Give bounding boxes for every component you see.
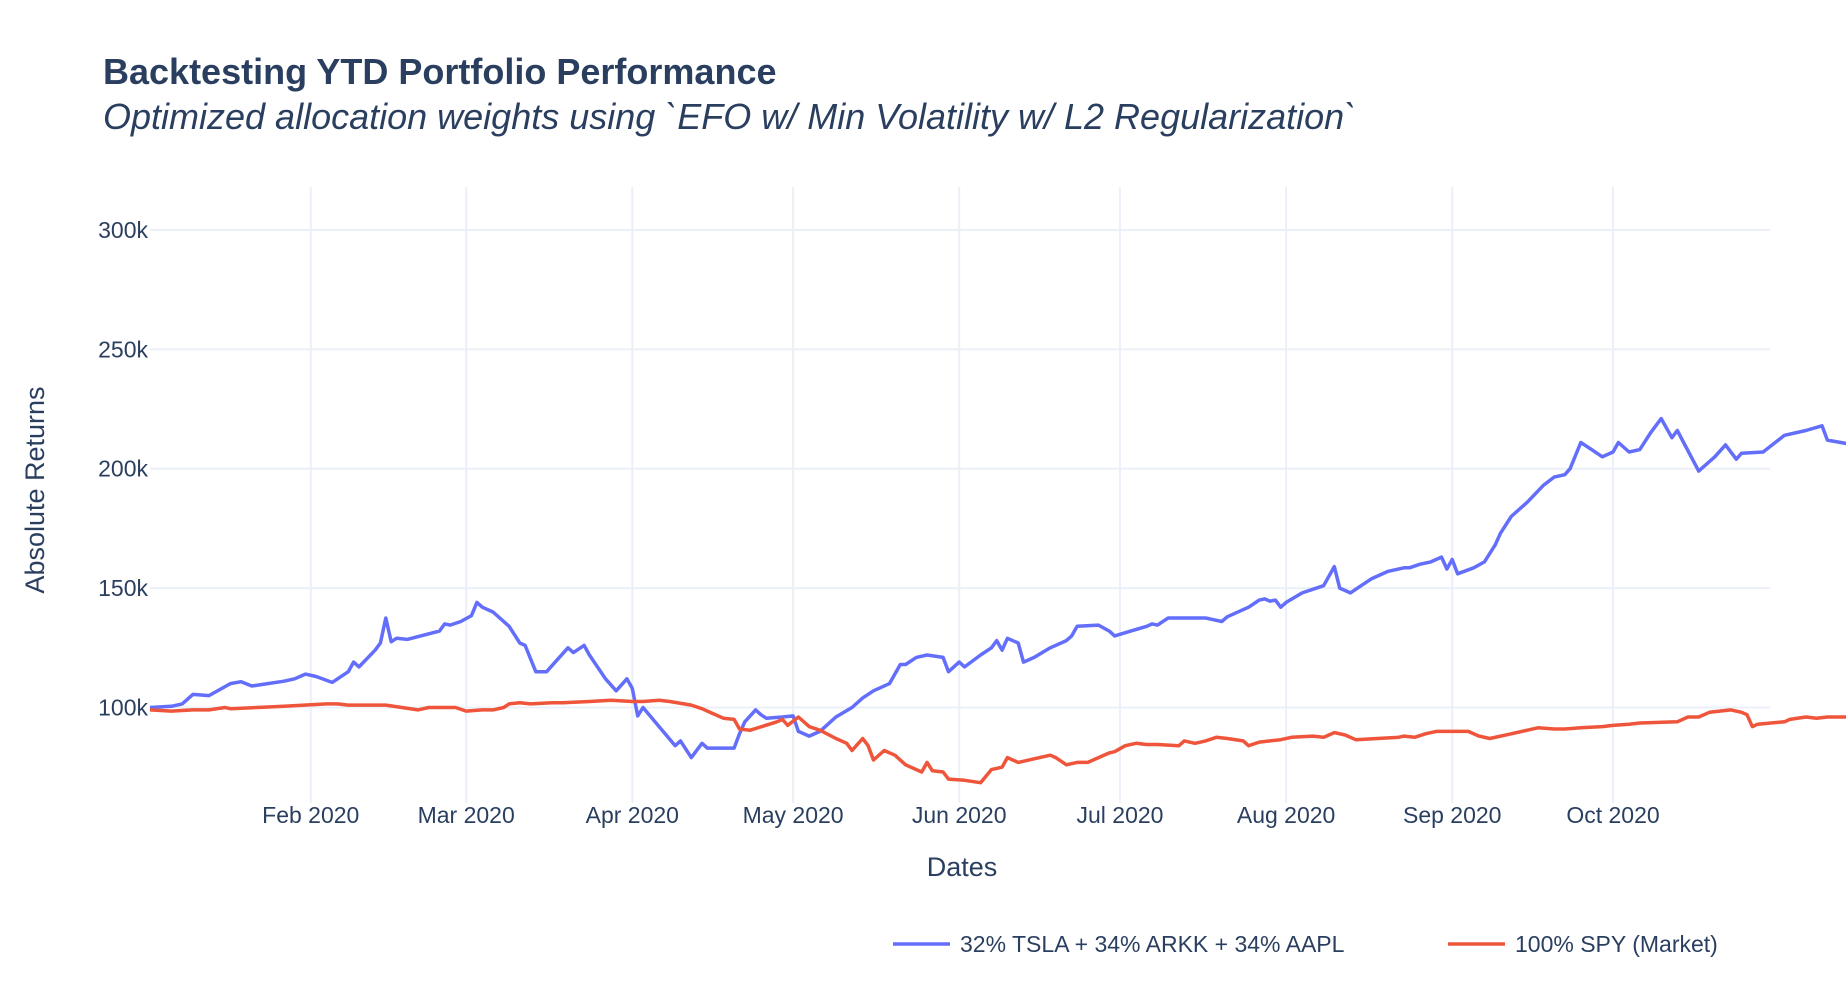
y-axis-ticks: 100k 150k 200k 250k 300k bbox=[98, 217, 148, 721]
series-lines bbox=[149, 416, 1846, 785]
x-tick-label: Jul 2020 bbox=[1076, 802, 1163, 828]
y-gridlines bbox=[150, 228, 1770, 709]
chart-subtitle: Optimized allocation weights using `EFO … bbox=[103, 96, 1356, 137]
chart-title: Backtesting YTD Portfolio Performance bbox=[103, 51, 777, 92]
x-tick-label: Aug 2020 bbox=[1237, 802, 1335, 828]
x-tick-label: Jun 2020 bbox=[912, 802, 1007, 828]
x-axis-title: Dates bbox=[927, 852, 998, 882]
legend-item-1[interactable]: 32% TSLA + 34% ARKK + 34% AAPL bbox=[893, 931, 1345, 957]
x-tick-label: Mar 2020 bbox=[418, 802, 515, 828]
legend-label: 100% SPY (Market) bbox=[1515, 931, 1718, 957]
legend[interactable]: 32% TSLA + 34% ARKK + 34% AAPL 100% SPY (… bbox=[893, 931, 1718, 957]
y-axis-title: Absolute Returns bbox=[20, 386, 50, 593]
y-tick-label: 100k bbox=[98, 694, 148, 720]
x-axis-ticks: Feb 2020 Mar 2020 Apr 2020 May 2020 Jun 2020… bbox=[262, 802, 1660, 828]
x-gridlines bbox=[309, 187, 1614, 803]
y-tick-label: 200k bbox=[98, 456, 148, 482]
legend-label: 32% TSLA + 34% ARKK + 34% AAPL bbox=[960, 931, 1345, 957]
series-line-1 bbox=[149, 416, 1846, 760]
x-tick-label: Sep 2020 bbox=[1403, 802, 1501, 828]
y-tick-label: 250k bbox=[98, 336, 148, 362]
series-line-2 bbox=[149, 698, 1846, 785]
y-tick-label: 150k bbox=[98, 575, 148, 601]
legend-item-2[interactable]: 100% SPY (Market) bbox=[1448, 931, 1718, 957]
x-tick-label: Oct 2020 bbox=[1566, 802, 1659, 828]
x-tick-label: May 2020 bbox=[743, 802, 844, 828]
y-tick-label: 300k bbox=[98, 217, 148, 243]
x-tick-label: Apr 2020 bbox=[586, 802, 679, 828]
x-tick-label: Feb 2020 bbox=[262, 802, 359, 828]
